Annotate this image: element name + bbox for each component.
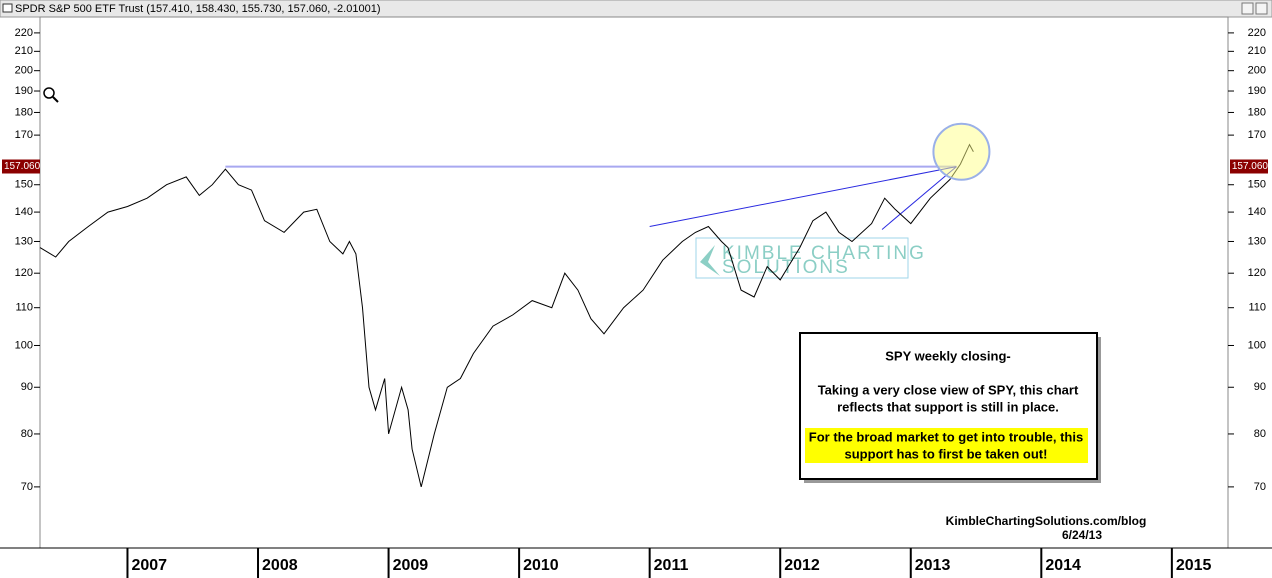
x-tick-label: 2014 xyxy=(1045,557,1081,574)
y-tick-label: 80 xyxy=(21,428,33,440)
y-tick-label: 170 xyxy=(15,129,33,141)
y-tick-label: 200 xyxy=(1248,65,1266,77)
x-tick-label: 2009 xyxy=(393,557,429,574)
y-tick-label: 100 xyxy=(15,339,33,351)
box-highlight: support has to first be taken out! xyxy=(845,446,1048,461)
y-tick-label: 200 xyxy=(15,65,33,77)
y-tick-label: 210 xyxy=(15,45,33,57)
y-tick-label: 150 xyxy=(15,179,33,191)
y-tick-label: 90 xyxy=(1254,381,1266,393)
x-tick-label: 2015 xyxy=(1176,557,1212,574)
y-tick-label: 110 xyxy=(1248,302,1266,314)
watermark-frame xyxy=(695,237,909,279)
watermark: KIMBLE CHARTING SOLUTIONS xyxy=(695,237,926,279)
zoom-icon[interactable] xyxy=(43,87,59,103)
y-tick-label: 120 xyxy=(15,267,33,279)
y-tick-label: 130 xyxy=(1248,235,1266,247)
annotation-box: SPY weekly closing- Taking a very close … xyxy=(799,332,1101,483)
window-icon xyxy=(2,3,13,13)
y-tick-label: 70 xyxy=(1254,481,1266,493)
y-tick-label: 120 xyxy=(1248,267,1266,279)
y-tick-label: 210 xyxy=(1248,45,1266,57)
y-tick-label: 220 xyxy=(15,27,33,39)
price-line xyxy=(39,143,974,488)
price-tag-box xyxy=(2,159,40,174)
box-text: Taking a very close view of SPY, this ch… xyxy=(818,382,1079,397)
watermark-text: SOLUTIONS xyxy=(722,257,850,278)
y-tick-label: 140 xyxy=(1248,206,1266,218)
y-tick-label: 170 xyxy=(1248,129,1266,141)
x-tick-label: 2012 xyxy=(784,557,820,574)
price-tag-label: 157.060 xyxy=(4,161,41,172)
box-heading: SPY weekly closing- xyxy=(885,348,1010,363)
x-tick-label: 2008 xyxy=(262,557,298,574)
box-highlight: For the broad market to get into trouble… xyxy=(809,429,1083,444)
y-tick-label: 220 xyxy=(1248,27,1266,39)
x-tick-label: 2007 xyxy=(131,557,167,574)
y-tick-label: 110 xyxy=(15,302,33,314)
price-tag: 157.060 xyxy=(2,159,41,174)
reference-line xyxy=(649,166,957,227)
y-tick-label: 180 xyxy=(1248,106,1266,118)
zoom-handle[interactable] xyxy=(52,96,59,103)
y-tick-label: 130 xyxy=(15,235,33,247)
y-tick-label: 100 xyxy=(1248,339,1266,351)
price-tag-label: 157.060 xyxy=(1232,161,1269,172)
zoom-lens[interactable] xyxy=(43,87,55,99)
watermark-text: KIMBLE CHARTING xyxy=(722,243,926,264)
watermark-logo xyxy=(700,245,720,276)
y-tick-label: 90 xyxy=(21,381,33,393)
y-tick-label: 140 xyxy=(15,206,33,218)
chart-title: SPDR S&P 500 ETF Trust (157.410, 158.430… xyxy=(15,3,380,15)
footer: 6/24/13 xyxy=(1062,528,1102,542)
y-tick-label: 190 xyxy=(1248,85,1266,97)
y-tick-label: 190 xyxy=(15,85,33,97)
footer: KimbleChartingSolutions.com/blog xyxy=(946,514,1147,528)
highlight-circle xyxy=(932,122,991,181)
price-tag-box xyxy=(1230,159,1268,174)
x-tick-label: 2011 xyxy=(654,557,689,574)
y-tick-label: 150 xyxy=(1248,179,1266,191)
x-tick-label: 2013 xyxy=(915,557,951,574)
window-button[interactable] xyxy=(1255,2,1268,15)
y-tick-label: 180 xyxy=(15,106,33,118)
window-button[interactable] xyxy=(1241,2,1254,15)
box-text: reflects that support is still in place. xyxy=(837,399,1059,414)
price-tag: 157.060 xyxy=(1230,159,1269,174)
reference-line xyxy=(881,166,957,230)
highlight xyxy=(805,428,1088,463)
y-tick-label: 80 xyxy=(1254,428,1266,440)
y-tick-label: 70 xyxy=(21,481,33,493)
x-tick-label: 2010 xyxy=(523,557,559,574)
